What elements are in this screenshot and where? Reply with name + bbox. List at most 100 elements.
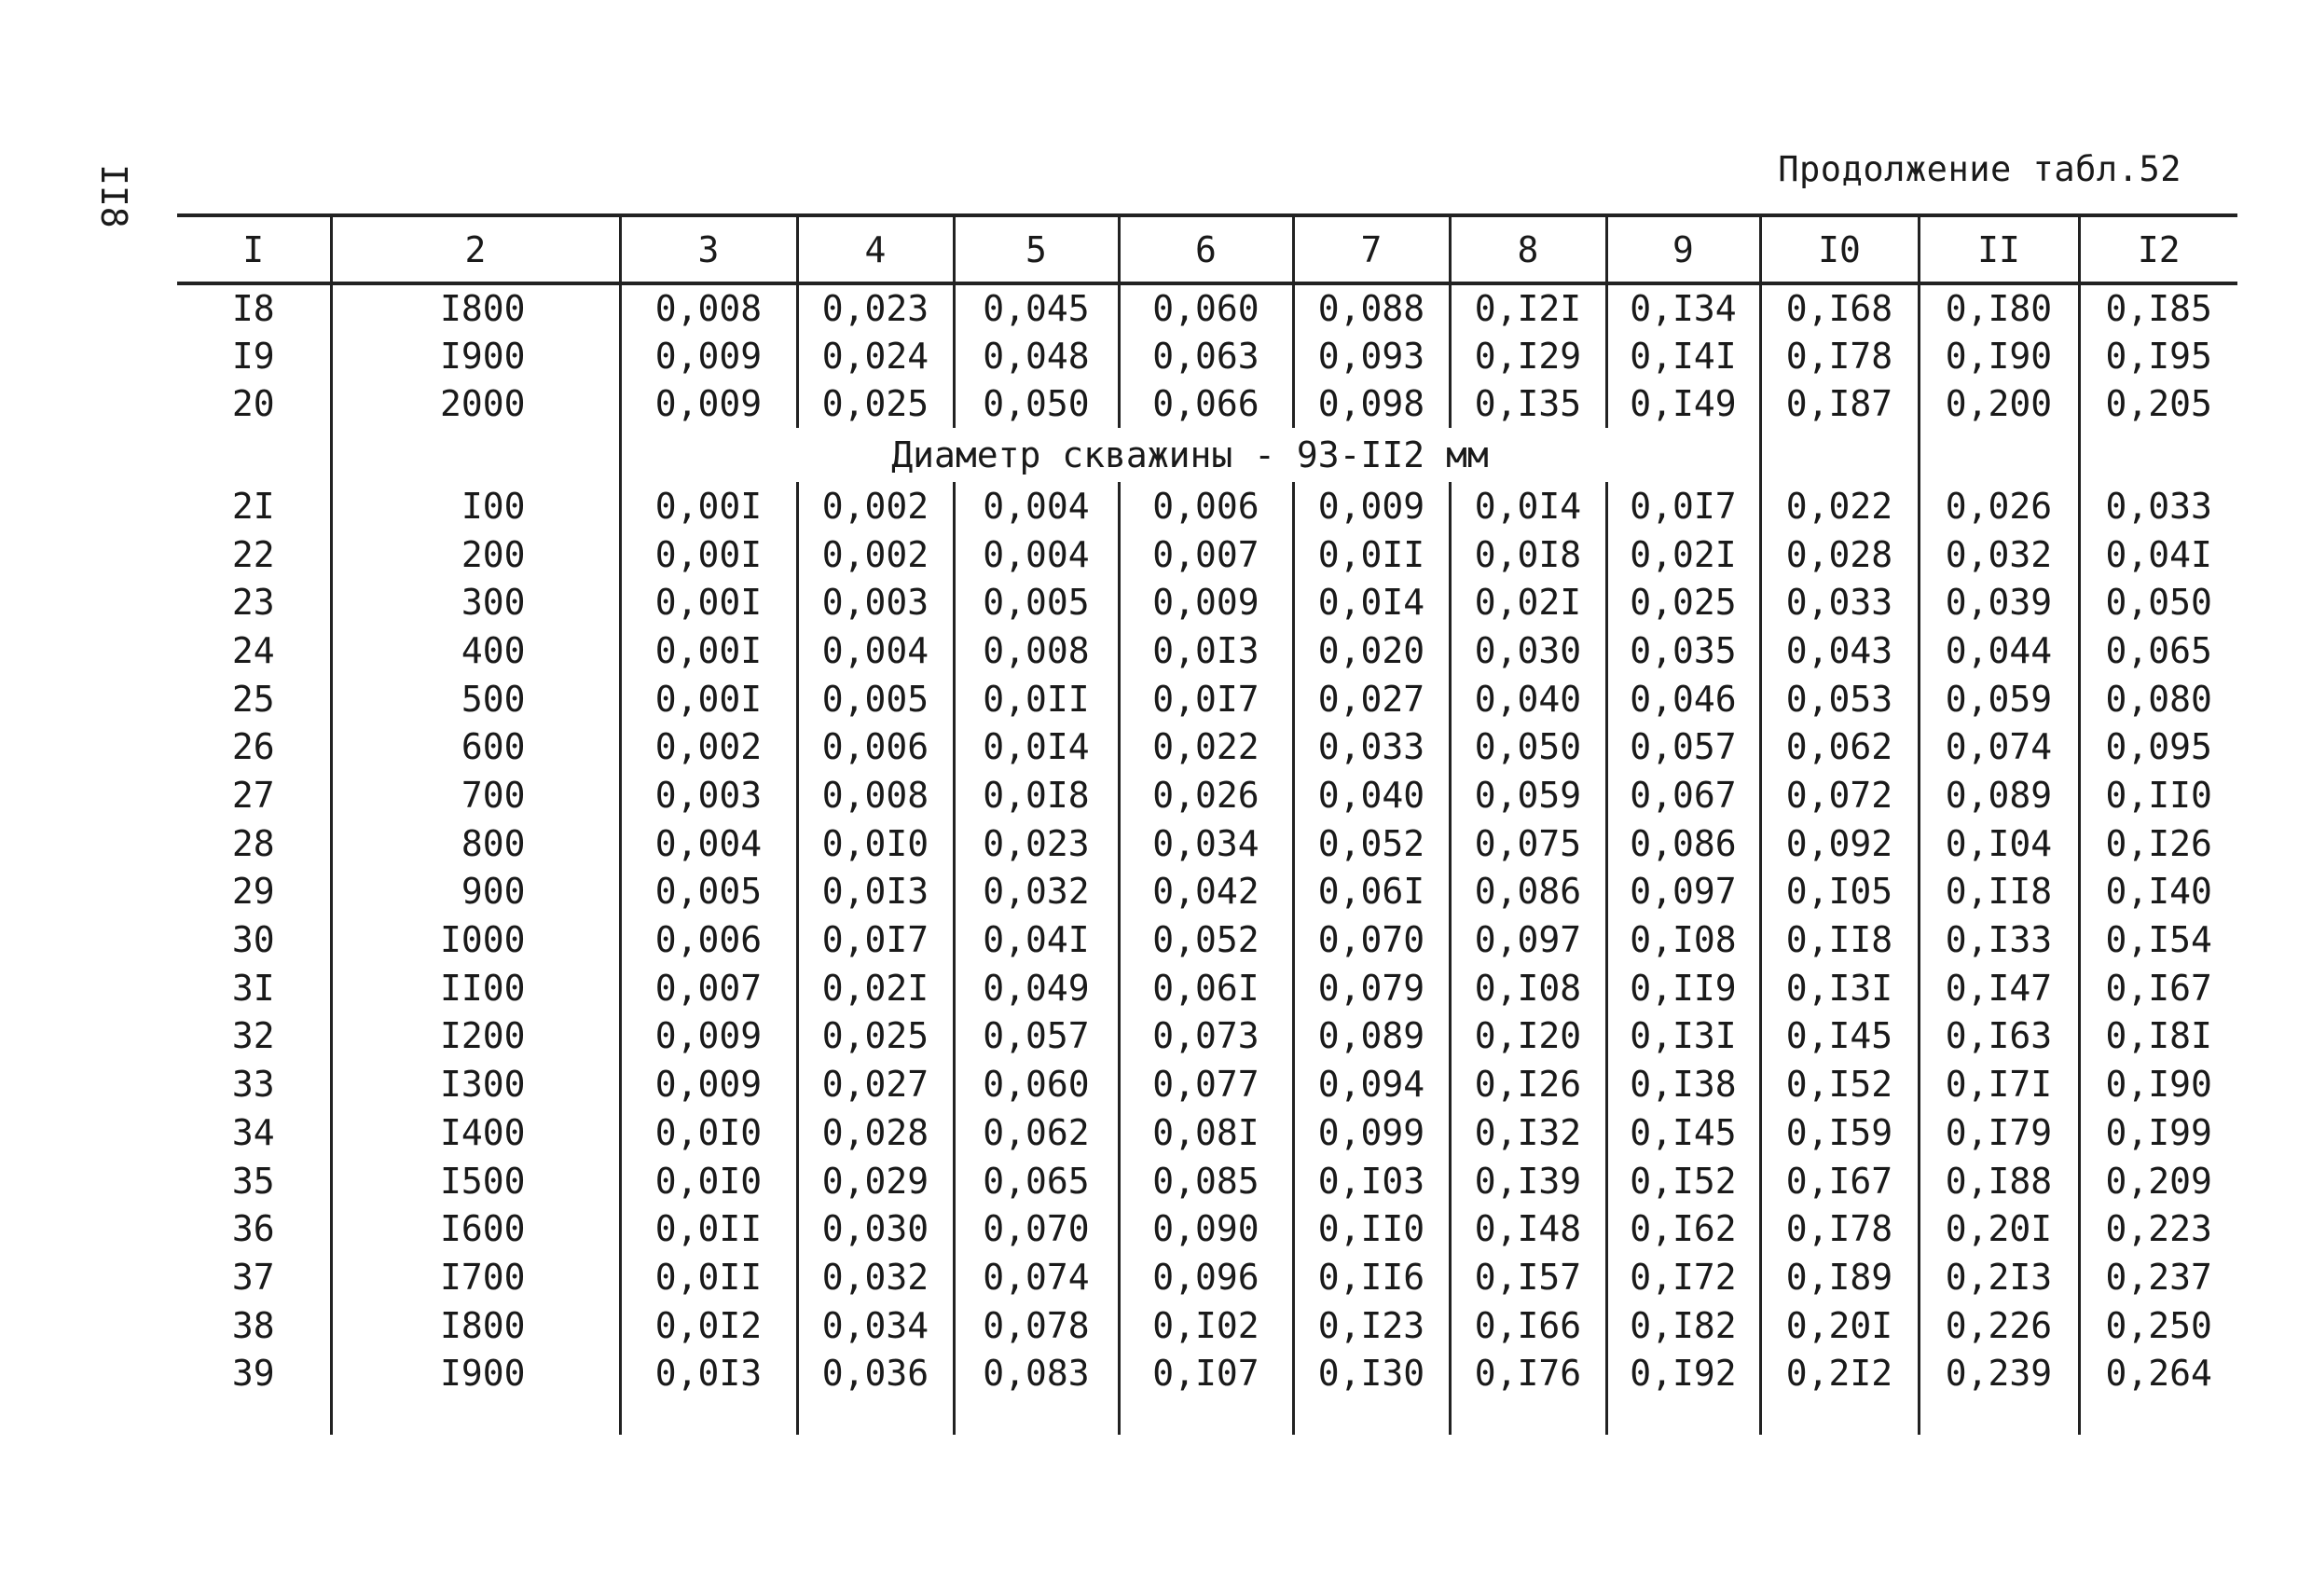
value-cell: 0,I05 xyxy=(1758,867,1919,916)
value-cell: 0,I30 xyxy=(1291,1349,1450,1398)
value-cell: 0,20I xyxy=(1917,1204,2079,1254)
value-cell: 0,035 xyxy=(1604,626,1760,675)
table-row: 33 I300 0,009 0,027 0,060 0,077 0,094 0,I26 0,I3… xyxy=(177,1060,2237,1108)
value-cell: 0,I3I xyxy=(1604,1011,1760,1061)
value-cell: 0,2I3 xyxy=(1917,1253,2079,1301)
value-cell: 0,023 xyxy=(795,283,954,332)
blank-cell xyxy=(1758,428,1919,483)
value-cell: 0,033 xyxy=(1758,578,1919,627)
value-cell: 0,097 xyxy=(1604,867,1760,916)
value-cell: 0,I8I xyxy=(2077,1011,2237,1061)
value-cell: 0,065 xyxy=(2077,626,2237,675)
value-cell: 0,0II xyxy=(952,674,1119,723)
value-cell: 0,036 xyxy=(795,1349,954,1398)
value-cell: 0,078 xyxy=(952,1300,1119,1350)
value-cell: 0,039 xyxy=(1917,578,2079,627)
value-cell: 0,0II xyxy=(1291,530,1450,579)
value-cell: 0,074 xyxy=(1917,722,2079,772)
value-cell: 0,033 xyxy=(2077,482,2237,530)
depth-cell: 600 xyxy=(329,722,620,772)
value-cell: 0,00I xyxy=(618,626,797,675)
depth-cell: I400 xyxy=(329,1108,620,1157)
value-cell: 0,052 xyxy=(1291,819,1450,868)
table-row: 25 500 0,00I 0,005 0,0II 0,0I7 0,027 0,040 0,046… xyxy=(177,674,2237,723)
table-row: 36 I600 0,0II 0,030 0,070 0,090 0,II0 0,I48 0,I6… xyxy=(177,1204,2237,1254)
depth-cell: I200 xyxy=(329,1011,620,1061)
value-cell: 0,06I xyxy=(1291,867,1450,916)
value-cell: 0,I45 xyxy=(1604,1108,1760,1157)
value-cell: 0,237 xyxy=(2077,1253,2237,1301)
value-cell: 0,023 xyxy=(952,819,1119,868)
table-row: 27 700 0,003 0,008 0,0I8 0,026 0,040 0,059 0,067… xyxy=(177,771,2237,819)
row-number-cell: 32 xyxy=(231,1015,275,1057)
table-row: 38 I800 0,0I2 0,034 0,078 0,I02 0,I23 0,I66 0,I8… xyxy=(177,1300,2237,1350)
value-cell: 0,I67 xyxy=(1758,1156,1919,1205)
value-cell: 0,094 xyxy=(1291,1060,1450,1108)
value-cell: 0,046 xyxy=(1604,674,1760,723)
table-row: 32 I200 0,009 0,025 0,057 0,073 0,089 0,I20 0,I3… xyxy=(177,1011,2237,1061)
value-cell: 0,003 xyxy=(795,578,954,627)
depth-cell: I000 xyxy=(329,915,620,964)
depth-cell: I800 xyxy=(329,283,620,332)
column-header: 9 xyxy=(1604,213,1760,285)
value-cell: 0,025 xyxy=(795,379,954,429)
value-cell: 0,027 xyxy=(795,1060,954,1108)
row-number-cell: 3I xyxy=(231,967,275,1009)
depth-cell: 400 xyxy=(329,626,620,675)
value-cell: 0,I7I xyxy=(1917,1060,2079,1108)
value-cell: 0,0I3 xyxy=(795,867,954,916)
value-cell: 0,I99 xyxy=(2077,1108,2237,1157)
value-cell: 0,02I xyxy=(1448,578,1606,627)
value-cell: 0,040 xyxy=(1291,771,1450,819)
value-cell: 0,I57 xyxy=(1448,1253,1606,1301)
value-cell: 0,060 xyxy=(952,1060,1119,1108)
value-cell: 0,I62 xyxy=(1604,1204,1760,1254)
row-number-cell: 34 xyxy=(231,1111,275,1153)
value-cell: 0,0I4 xyxy=(1291,578,1450,627)
value-cell: 0,086 xyxy=(1604,819,1760,868)
row-number-cell: 22 xyxy=(231,533,275,575)
value-cell: 0,057 xyxy=(1604,722,1760,772)
value-cell: 0,034 xyxy=(795,1300,954,1350)
value-cell: 0,226 xyxy=(1917,1300,2079,1350)
column-header: 4 xyxy=(795,213,954,285)
value-cell: 0,I54 xyxy=(2077,915,2237,964)
value-cell: 0,040 xyxy=(1448,674,1606,723)
value-cell: 0,I2I xyxy=(1448,283,1606,332)
value-cell: 0,004 xyxy=(952,530,1119,579)
value-cell: 0,II8 xyxy=(1917,867,2079,916)
value-cell: 0,033 xyxy=(1291,722,1450,772)
row-number-cell: 25 xyxy=(231,678,275,720)
value-cell: 0,I85 xyxy=(2077,283,2237,332)
value-cell: 0,057 xyxy=(952,1011,1119,1061)
value-cell: 0,239 xyxy=(1917,1349,2079,1398)
value-cell: 0,0I8 xyxy=(952,771,1119,819)
value-cell: 0,004 xyxy=(952,482,1119,530)
value-cell: 0,I52 xyxy=(1604,1156,1760,1205)
depth-cell: I00 xyxy=(329,482,620,530)
depth-cell: I500 xyxy=(329,1156,620,1205)
value-cell: 0,086 xyxy=(1448,867,1606,916)
value-cell: 0,022 xyxy=(1758,482,1919,530)
value-cell: 0,070 xyxy=(1291,915,1450,964)
value-cell: 0,049 xyxy=(952,963,1119,1012)
value-cell: 0,I59 xyxy=(1758,1108,1919,1157)
value-cell: 0,089 xyxy=(1291,1011,1450,1061)
data-table: I 2 3 4 5 6 7 8 9 I0 II I2 I8 I800 0,008 0,… xyxy=(177,213,2237,1436)
value-cell: 0,097 xyxy=(1448,915,1606,964)
column-header: 8 xyxy=(1448,213,1606,285)
value-cell: 0,088 xyxy=(1291,283,1450,332)
value-cell: 0,063 xyxy=(1117,331,1293,380)
value-cell: 0,I35 xyxy=(1448,379,1606,429)
value-cell: 0,029 xyxy=(795,1156,954,1205)
value-cell: 0,I45 xyxy=(1758,1011,1919,1061)
value-cell: 0,050 xyxy=(1448,722,1606,772)
value-cell: 0,04I xyxy=(952,915,1119,964)
value-cell: 0,200 xyxy=(1917,379,2079,429)
row-number-cell: 27 xyxy=(231,775,275,817)
value-cell: 0,079 xyxy=(1291,963,1450,1012)
value-cell: 0,II8 xyxy=(1758,915,1919,964)
table-row: 37 I700 0,0II 0,032 0,074 0,096 0,II6 0,I57 0,I7… xyxy=(177,1253,2237,1301)
value-cell: 0,250 xyxy=(2077,1300,2237,1350)
row-number-cell: I8 xyxy=(231,287,275,329)
